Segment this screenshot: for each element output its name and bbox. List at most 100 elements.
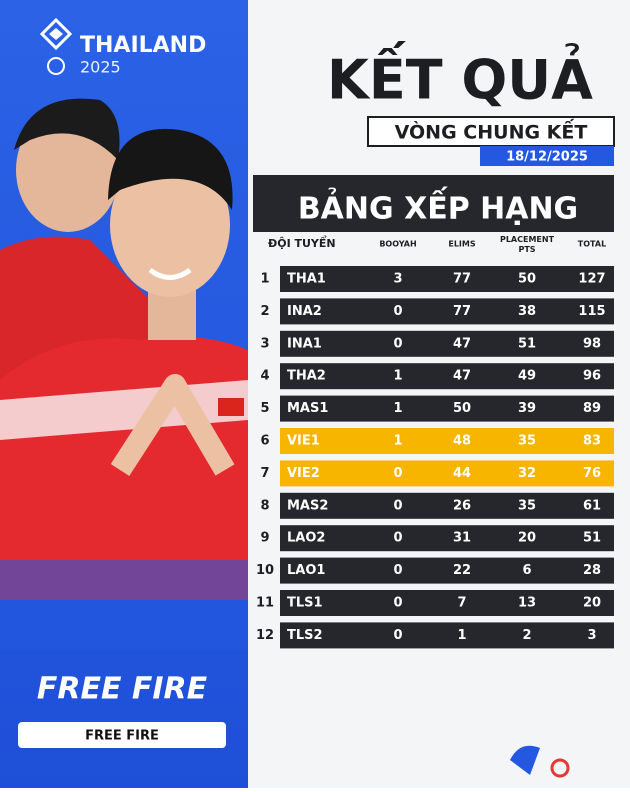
cell: 76 [583, 466, 601, 481]
team: MAS1 [287, 401, 328, 416]
subtitle-box [367, 116, 615, 147]
subtitle: VÒNG CHUNG KẾT [395, 118, 588, 144]
row-bar [280, 492, 614, 519]
cell: 35 [518, 434, 536, 449]
cell: 47 [453, 336, 471, 351]
brand-year: 2025 [80, 58, 121, 77]
cell: 0 [393, 596, 402, 611]
rank: 10 [256, 563, 274, 578]
cell: 39 [518, 401, 536, 416]
rank: 9 [260, 531, 269, 546]
date-box [480, 146, 614, 166]
team: TLS1 [287, 596, 323, 611]
cell: 96 [583, 369, 601, 384]
cell: 35 [518, 498, 536, 513]
cell: 50 [453, 401, 471, 416]
game-label-box [18, 722, 226, 748]
footer-logos [510, 745, 570, 778]
table: ĐỘI TUYỂN BOOYAH ELIMS PLACEMENT PTS TOTAL 1 TH… [256, 235, 614, 649]
rank: 7 [260, 466, 269, 481]
cell: 115 [578, 304, 605, 319]
game-label: FREE FIRE [85, 729, 159, 744]
cell: 1 [393, 369, 402, 384]
title: KẾT QUẢ [327, 42, 593, 112]
cell: 32 [518, 466, 536, 481]
team: THA2 [287, 369, 326, 384]
team: THA1 [287, 272, 326, 287]
row-bar [280, 428, 614, 454]
rank: 1 [260, 272, 269, 287]
cell: 22 [453, 563, 471, 578]
rank: 6 [260, 434, 269, 449]
row-bar [280, 363, 614, 390]
cell: 26 [453, 498, 471, 513]
row-bar [280, 266, 614, 292]
cell: 3 [587, 628, 596, 643]
team: LAO1 [287, 563, 325, 578]
team: INA2 [287, 304, 322, 319]
cell: 0 [393, 304, 402, 319]
cell: 61 [583, 498, 601, 513]
players-photo [0, 98, 248, 650]
rank: 4 [260, 369, 269, 384]
cell: 28 [583, 563, 601, 578]
column-header: TOTAL [578, 240, 606, 249]
cell: 0 [393, 498, 402, 513]
cell: 127 [578, 272, 605, 287]
event-logo [39, 17, 73, 75]
column-header: PLACEMENT PTS [500, 235, 555, 254]
cell: 38 [518, 304, 536, 319]
brand: THAILAND [80, 33, 206, 58]
row-bar [280, 622, 614, 649]
cell: 98 [583, 336, 601, 351]
cell: 20 [583, 596, 601, 611]
cell: 1 [393, 401, 402, 416]
table-title-band [253, 175, 614, 232]
team: INA1 [287, 336, 322, 351]
row-bar [280, 525, 614, 552]
cell: 47 [453, 369, 471, 384]
team: LAO2 [287, 531, 325, 546]
cell: 0 [393, 628, 402, 643]
row-bar [280, 590, 614, 616]
cell: 1 [457, 628, 466, 643]
column-header: ELIMS [448, 240, 476, 249]
cell: 51 [518, 336, 536, 351]
cell: 44 [453, 466, 471, 481]
cell: 0 [393, 336, 402, 351]
column-header: ĐỘI TUYỂN [268, 235, 336, 250]
row-bar [280, 395, 614, 422]
team: VIE1 [287, 434, 320, 449]
cell: 20 [518, 531, 536, 546]
game-logo: FREE FIRE [37, 672, 208, 707]
rank: 8 [260, 498, 269, 513]
rank: 11 [256, 596, 274, 611]
cell: 7 [457, 596, 466, 611]
cell: 31 [453, 531, 471, 546]
cell: 0 [393, 563, 402, 578]
row-bar [280, 298, 614, 325]
cell: 3 [393, 272, 402, 287]
cell: 0 [393, 466, 402, 481]
rank: 5 [260, 401, 269, 416]
rank: 3 [260, 336, 269, 351]
column-header: BOOYAH [379, 240, 416, 249]
table-title: BẢNG XẾP HẠNG [298, 187, 578, 227]
cell: 83 [583, 434, 601, 449]
cell: 13 [518, 596, 536, 611]
cell: 89 [583, 401, 601, 416]
team: MAS2 [287, 498, 328, 513]
cell: 2 [522, 628, 531, 643]
cell: 77 [453, 272, 471, 287]
cell: 77 [453, 304, 471, 319]
row-bar [280, 330, 614, 357]
rank: 12 [256, 628, 274, 643]
cell: 1 [393, 434, 402, 449]
cell: 49 [518, 369, 536, 384]
team: TLS2 [287, 628, 323, 643]
date: 18/12/2025 [506, 150, 588, 165]
cell: 51 [583, 531, 601, 546]
row-bar [280, 557, 614, 584]
cell: 0 [393, 531, 402, 546]
